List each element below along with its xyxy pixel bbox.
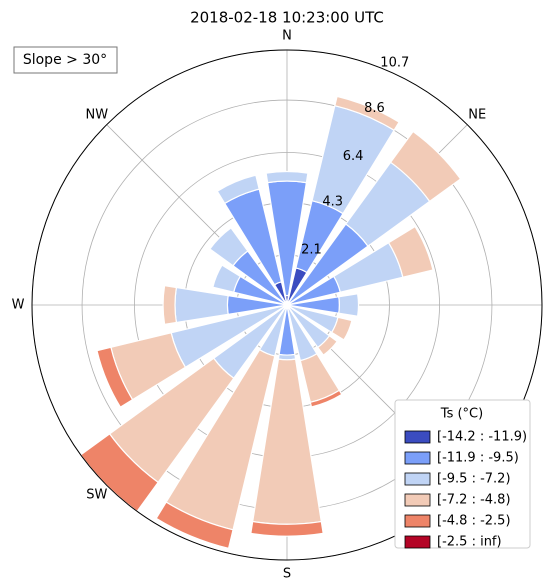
labels: 2.1 4.3 6.4 8.6 10.7 N NE S SW W NW Ts (°C) [-14.2 :… (12, 29, 543, 578)
r-tick-label: 4.3 (322, 195, 343, 210)
r-tick-label: 6.4 (343, 149, 364, 164)
bars (79, 95, 462, 550)
legend-label: [-11.9 : -9.5) (437, 451, 519, 466)
direction-label: NW (85, 107, 108, 122)
bar-segment (96, 346, 134, 408)
bar-segment (162, 284, 178, 326)
annotation-box (13, 46, 118, 74)
bar-segment (316, 334, 338, 356)
direction-label: NE (468, 107, 486, 122)
bar-segment (212, 264, 242, 293)
r-tick-label: 10.7 (380, 55, 409, 70)
legend-label: [-2.5 : inf) (437, 535, 502, 550)
bar-segment (216, 174, 260, 205)
direction-label: SW (86, 488, 107, 503)
legend-label: [-9.5 : -7.2) (437, 472, 511, 487)
bar-segment (338, 293, 360, 317)
legend-title: Ts (°C) (440, 407, 483, 422)
legend-swatch (404, 493, 431, 507)
legend-swatch (404, 514, 431, 528)
legend-swatch (404, 535, 431, 549)
polar-frame (31, 49, 543, 561)
bar-segment (174, 286, 229, 324)
direction-label: S (283, 567, 291, 578)
legend-swatch (404, 451, 431, 465)
bar-segment (387, 225, 434, 278)
r-tick-label: 2.1 (301, 243, 322, 258)
bar-segment (209, 227, 249, 267)
direction-label: W (12, 298, 25, 313)
bar-segment (389, 130, 462, 203)
legend-label: [-4.8 : -2.5) (437, 514, 511, 529)
legend-label: [-7.2 : -4.8) (437, 493, 511, 508)
bar-segment (334, 95, 400, 132)
annotation: Slope > 30° (23, 52, 107, 68)
bar-segment (155, 501, 234, 550)
r-tick-label: 8.6 (364, 101, 385, 116)
legend-swatch (404, 472, 431, 486)
direction-label: N (282, 29, 292, 44)
chart-title: 2018-02-18 10:23:00 UTC (190, 9, 384, 27)
bar-segment (309, 389, 343, 408)
bar-segment (330, 316, 353, 341)
bar-segment (250, 520, 324, 537)
legend-swatch (404, 430, 431, 444)
legend-label: [-14.2 : -11.9) (437, 430, 527, 445)
bar-segment (265, 171, 309, 184)
